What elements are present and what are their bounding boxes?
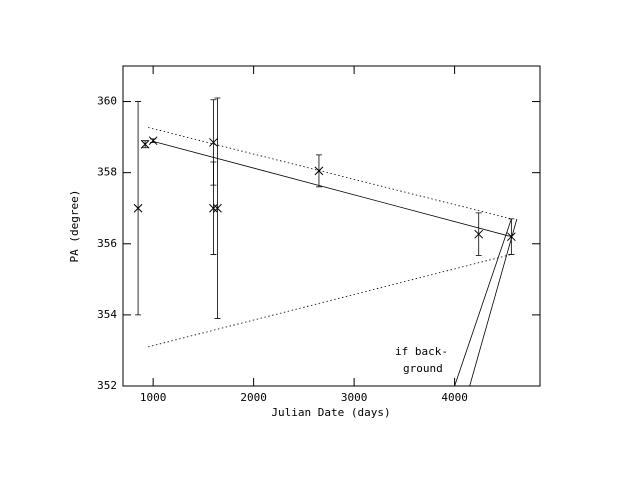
point	[140, 139, 150, 149]
point	[148, 136, 158, 146]
point	[507, 232, 516, 242]
annotation: ground	[403, 362, 443, 375]
fit-line	[469, 218, 518, 387]
fit-line	[148, 254, 512, 348]
fit-line	[148, 127, 512, 220]
point	[209, 203, 218, 213]
point	[213, 203, 222, 213]
point	[314, 166, 324, 176]
fit-line	[454, 218, 512, 387]
point	[133, 203, 143, 213]
fit-line	[153, 140, 512, 238]
point	[209, 138, 218, 147]
y-tick-label: 352	[97, 379, 117, 392]
x-axis-label: Julian Date (days)	[271, 406, 390, 419]
x-tick-label: 1000	[140, 391, 167, 404]
y-tick-label: 358	[97, 166, 117, 179]
x-tick-label: 2000	[240, 391, 267, 404]
x-tick-label: 4000	[441, 391, 468, 404]
y-tick-label: 354	[97, 308, 117, 321]
point	[474, 229, 484, 239]
y-tick-label: 356	[97, 237, 117, 250]
y-tick-label: 360	[97, 95, 117, 108]
plot-frame	[122, 65, 541, 387]
x-tick-label: 3000	[341, 391, 368, 404]
y-axis-label: PA (degree)	[68, 190, 81, 263]
annotation: if back-	[395, 345, 448, 358]
